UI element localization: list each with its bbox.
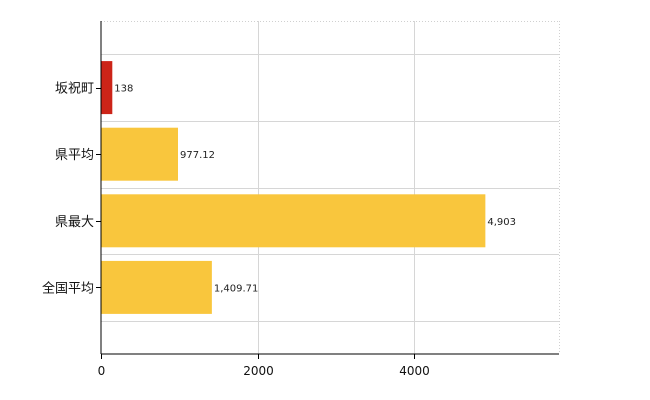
x-tick-label: 0	[98, 364, 106, 378]
labels: 坂祝町 138 県平均 977.12 県最大 4,903 全国平均 1,409.71 0 2000…	[42, 82, 516, 378]
category-label: 県最大	[55, 215, 94, 230]
x-tick-label: 4000	[399, 364, 430, 378]
value-label: 1,409.71	[214, 283, 259, 294]
category-label: 坂祝町	[55, 82, 94, 97]
category-label: 県平均	[55, 148, 94, 163]
value-label: 977.12	[180, 150, 215, 161]
category-label: 全国平均	[42, 280, 94, 296]
bar	[101, 260, 212, 314]
axes	[100, 21, 559, 355]
bar	[101, 61, 113, 115]
bar	[101, 127, 178, 181]
grid	[101, 21, 560, 354]
bar	[101, 194, 486, 248]
value-label: 4,903	[487, 217, 516, 228]
value-label: 138	[114, 84, 133, 95]
x-tick-label: 2000	[243, 364, 274, 378]
bars	[101, 61, 486, 314]
